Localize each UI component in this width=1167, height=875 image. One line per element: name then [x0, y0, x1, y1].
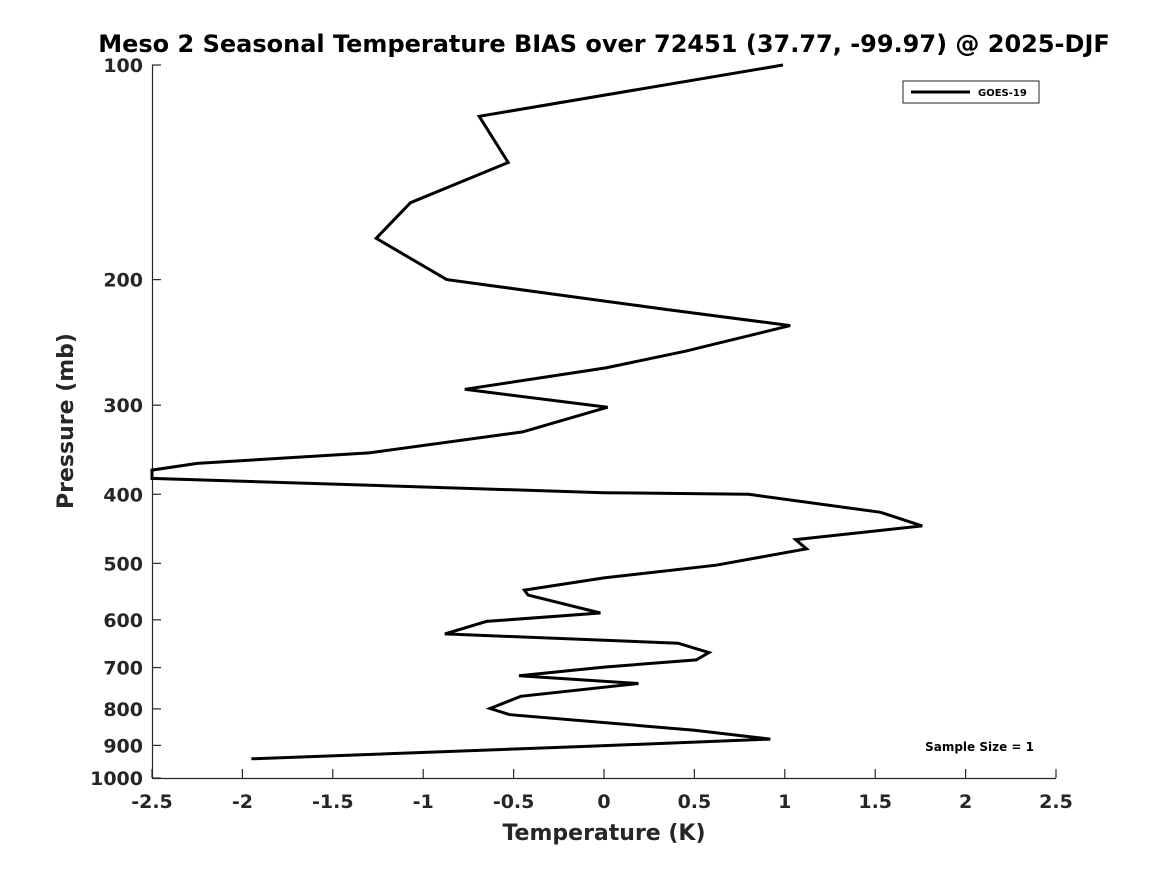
y-tick-label: 400 — [103, 484, 143, 506]
x-tick-label: 1.5 — [858, 791, 892, 813]
chart-title: Meso 2 Seasonal Temperature BIAS over 72… — [98, 30, 1110, 58]
series-group — [150, 63, 923, 761]
x-tick-label: -1.5 — [312, 791, 354, 813]
series-line-goes-19 — [150, 63, 923, 761]
y-tick-label: 900 — [103, 735, 143, 757]
x-tick-label: -0.5 — [493, 791, 535, 813]
legend: GOES-19 — [902, 80, 1040, 104]
y-tick-label: 200 — [103, 270, 143, 292]
legend-box — [902, 80, 1040, 104]
y-tick-label: 800 — [103, 699, 143, 721]
x-tick-label: 2.5 — [1039, 791, 1073, 813]
x-tick-label: -1 — [413, 791, 434, 813]
sample-size-annotation: Sample Size = 1 — [925, 740, 1034, 754]
x-axis-label: Temperature (K) — [502, 821, 705, 846]
x-tick-label: 0 — [597, 791, 610, 813]
y-tick-label: 100 — [103, 55, 143, 77]
x-axis-ticks: -2.5 -2 -1.5 -1 -0.5 0 0.5 1 1.5 2 2.5 — [131, 769, 1073, 813]
x-tick-label: -2 — [232, 791, 253, 813]
y-tick-label: 300 — [103, 395, 143, 417]
y-axis-label: Pressure (mb) — [54, 333, 79, 509]
x-tick-label: -2.5 — [131, 791, 173, 813]
y-tick-label: 600 — [103, 610, 143, 632]
plot-area — [151, 65, 1056, 780]
y-tick-label: 700 — [103, 658, 143, 680]
y-axis-ticks: 100 200 300 400 500 600 700 800 900 1000 — [90, 55, 161, 790]
x-tick-label: 2 — [959, 791, 972, 813]
y-tick-label: 1000 — [90, 768, 143, 790]
x-tick-label: 1 — [778, 791, 791, 813]
y-tick-label: 500 — [103, 553, 143, 575]
legend-label-goes-19: GOES-19 — [978, 88, 1027, 99]
x-tick-label: 0.5 — [678, 791, 712, 813]
